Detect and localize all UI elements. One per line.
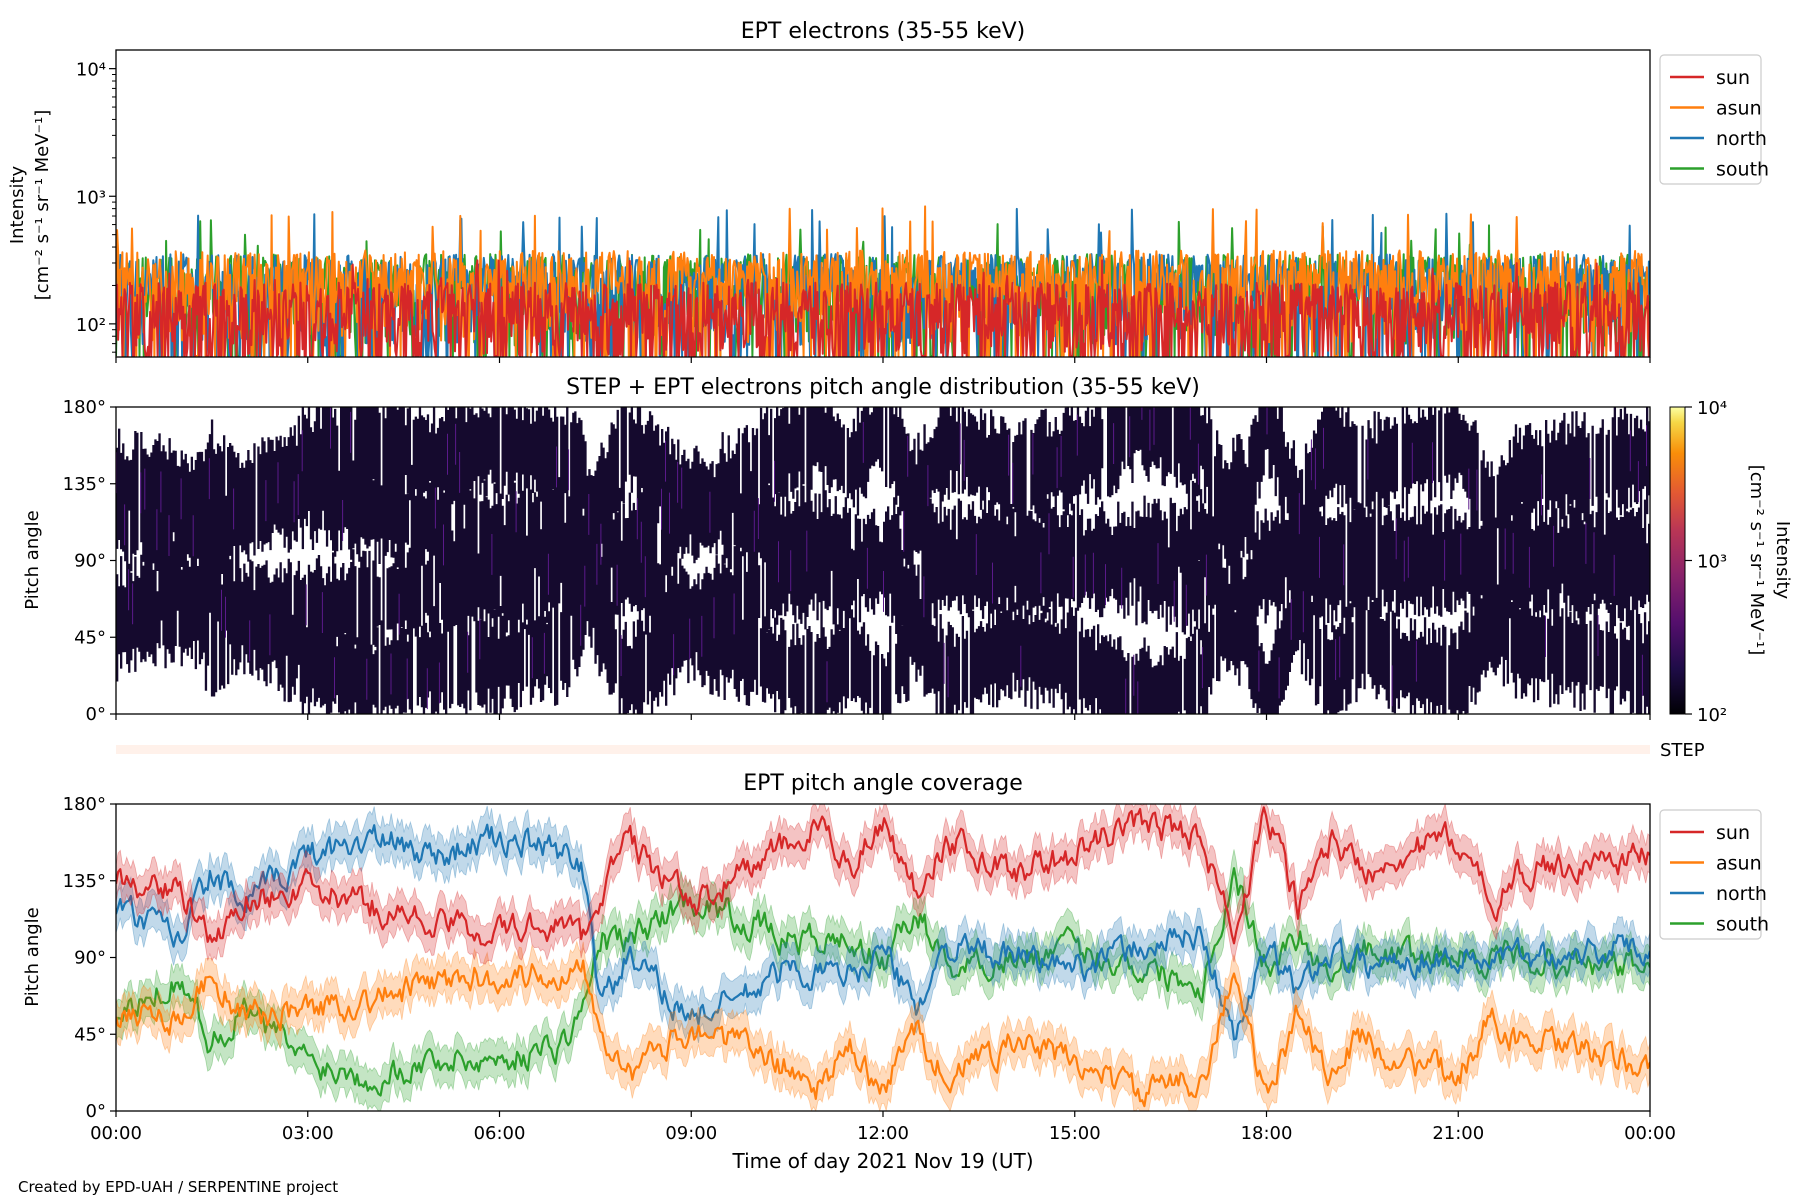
coverage-band-north <box>116 805 1650 1059</box>
panel2-title: STEP + EPT electrons pitch angle distrib… <box>566 375 1200 400</box>
panel4-ylabel: Pitch angle <box>22 907 43 1006</box>
coverage-band-sun <box>116 804 1650 965</box>
coverage-line-north <box>116 823 1650 1041</box>
colorbar-label-line2: [cm⁻² s⁻¹ sr⁻¹ MeV⁻¹] <box>1746 465 1767 656</box>
series-line-sun <box>116 259 1650 357</box>
credit-text: Created by EPD-UAH / SERPENTINE project <box>18 1178 339 1196</box>
legend-box <box>1659 54 1762 185</box>
x-tick-label: 06:00 <box>474 1123 526 1144</box>
x-tick-label: 12:00 <box>857 1123 909 1144</box>
colorbar-tick-label: 10⁴ <box>1697 398 1727 419</box>
legend-panel4: sun asun north south <box>1659 809 1769 940</box>
coverage-line-asun <box>116 959 1650 1108</box>
y-tick-label: 0° <box>86 1101 106 1122</box>
y-tick-label: 135° <box>63 474 106 495</box>
colorbar-tick-label: 10² <box>1697 705 1727 726</box>
legend-box <box>1659 809 1762 940</box>
x-tick-label: 21:00 <box>1432 1123 1484 1144</box>
pitch-heatmap-cells <box>116 407 1650 714</box>
x-tick-label: 00:00 <box>90 1123 142 1144</box>
panel-pitch-distribution: STEP + EPT electrons pitch angle distrib… <box>22 375 1793 726</box>
legend-label-north: north <box>1716 883 1767 905</box>
y-tick-label: 180° <box>63 397 106 418</box>
y-tick-label: 10³ <box>76 187 106 208</box>
colorbar-label-line1: Intensity <box>1772 521 1793 600</box>
colorbar <box>1669 406 1686 715</box>
legend-label-sun: sun <box>1716 67 1750 89</box>
panel1-ylabel-line2: [cm⁻² s⁻¹ sr⁻¹ MeV⁻¹] <box>32 110 53 301</box>
legend-label-asun: asun <box>1716 98 1762 120</box>
legend-label-south: south <box>1716 159 1769 181</box>
x-tick-label: 15:00 <box>1049 1123 1101 1144</box>
legend-label-asun: asun <box>1716 853 1762 875</box>
y-tick-label: 135° <box>63 871 106 892</box>
y-tick-label: 45° <box>74 627 106 648</box>
step-strip: STEP <box>116 740 1705 761</box>
coverage-band-asun <box>116 939 1650 1111</box>
panel4-title: EPT pitch angle coverage <box>743 771 1023 796</box>
coverage-band-south <box>116 849 1650 1111</box>
step-label: STEP <box>1660 740 1705 761</box>
y-tick-label: 90° <box>74 948 106 969</box>
y-tick-label: 10⁴ <box>76 60 106 81</box>
y-tick-label: 90° <box>74 551 106 572</box>
panel-pitch-coverage: EPT pitch angle coverage 0° 45° 90° 135° 180… <box>22 771 1769 1173</box>
coverage-line-south <box>116 867 1650 1097</box>
colorbar-tick-label: 10³ <box>1697 552 1727 573</box>
panel1-title: EPT electrons (35-55 keV) <box>741 19 1026 44</box>
coverage-line-sun <box>116 806 1650 947</box>
panel1-ylabel-line1: Intensity <box>7 165 28 244</box>
legend-label-north: north <box>1716 128 1767 150</box>
x-tick-label: 18:00 <box>1241 1123 1293 1144</box>
x-tick-label: 03:00 <box>282 1123 334 1144</box>
legend-label-sun: sun <box>1716 822 1750 844</box>
y-tick-label: 10² <box>76 315 106 336</box>
x-tick-label: 09:00 <box>665 1123 717 1144</box>
legend-panel1: sun asun north south <box>1659 54 1769 185</box>
panel-intensity: EPT electrons (35-55 keV) 10² 10³ 10⁴ Inte… <box>7 19 1769 363</box>
panel2-ylabel: Pitch angle <box>22 510 43 609</box>
x-tick-label: 00:00 <box>1624 1123 1676 1144</box>
y-tick-label: 45° <box>74 1024 106 1045</box>
legend-label-south: south <box>1716 914 1769 936</box>
y-tick-label: 180° <box>63 794 106 815</box>
x-axis-label: Time of day 2021 Nov 19 (UT) <box>732 1149 1034 1173</box>
y-tick-label: 0° <box>86 704 106 725</box>
